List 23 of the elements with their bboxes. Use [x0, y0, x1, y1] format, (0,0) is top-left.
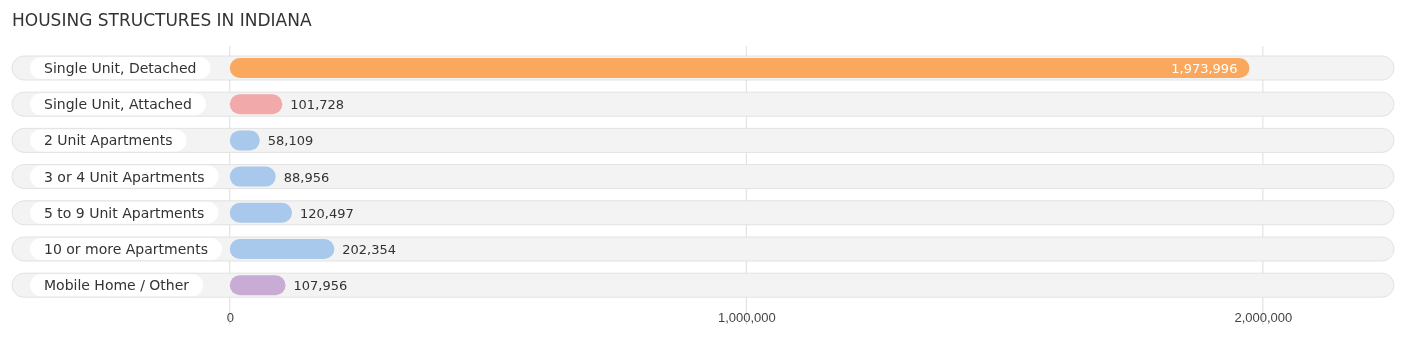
bar	[229, 202, 293, 223]
x-tick-label: 1,000,000	[717, 310, 776, 326]
chart-title: HOUSING STRUCTURES IN INDIANA	[12, 10, 312, 30]
data-label: 120,497	[300, 205, 354, 221]
y-tick-label: 5 to 9 Unit Apartments	[44, 204, 205, 221]
y-tick-label: 3 or 4 Unit Apartments	[44, 168, 205, 185]
data-label: 58,109	[267, 133, 314, 149]
y-tick-label: 10 or more Apartments	[44, 241, 208, 257]
bar	[229, 275, 286, 296]
y-tick-label: Mobile Home / Other	[44, 277, 190, 294]
bar	[229, 239, 335, 259]
data-label: 88,956	[283, 169, 330, 185]
bar	[229, 94, 283, 115]
data-label: 202,354	[342, 242, 397, 257]
x-tick-label: 2,000,000	[1234, 310, 1293, 326]
x-tick-label: 0	[226, 310, 234, 326]
y-tick-label: Single Unit, Attached	[44, 96, 192, 113]
data-label: 107,956	[293, 278, 348, 294]
data-label: 101,728	[290, 97, 345, 113]
bar	[229, 166, 276, 187]
data-label: 1,973,996	[1171, 61, 1238, 76]
y-tick-label: Single Unit, Detached	[44, 60, 197, 76]
y-tick-label: 2 Unit Apartments	[44, 132, 173, 149]
